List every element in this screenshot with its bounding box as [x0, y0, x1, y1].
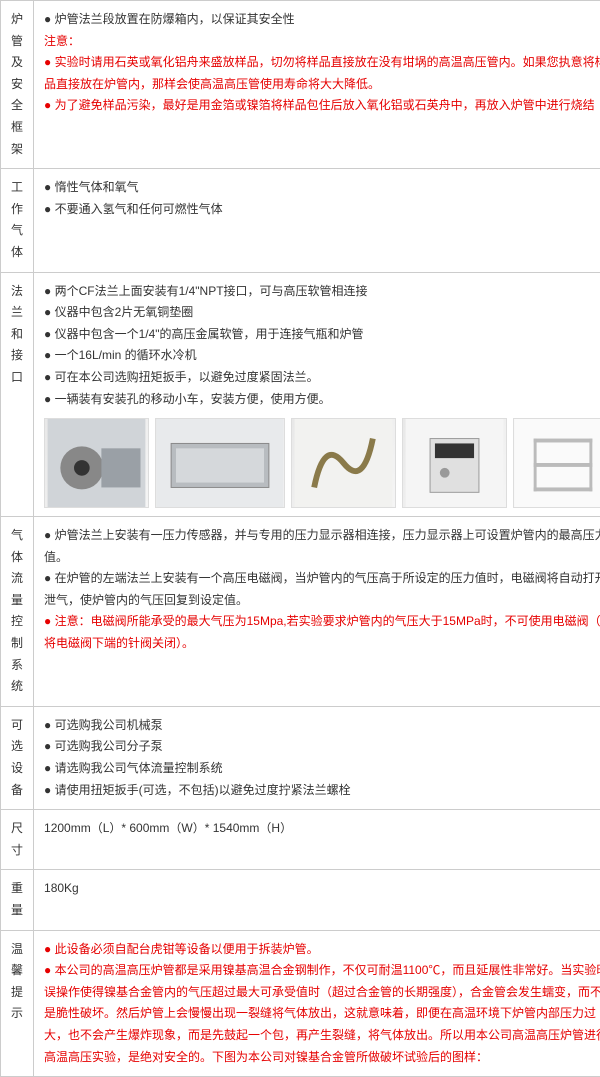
product-image-cart [513, 418, 600, 508]
image-row [44, 418, 600, 508]
row-label: 法兰和接口 [1, 272, 34, 517]
spec-table: 炉管及安全框架 ● 炉管法兰段放置在防爆箱内，以保证其安全性 注意： ● 实验时… [0, 0, 600, 1077]
row-content: ● 可选购我公司机械泵 ● 可选购我公司分子泵 ● 请选购我公司气体流量控制系统… [34, 706, 600, 809]
row-label: 温馨提示 [1, 930, 34, 1077]
row-content: ● 炉管法兰上安装有一压力传感器，并与专用的压力显示器相连接，压力显示器上可设置… [34, 517, 600, 707]
row-label: 炉管及安全框架 [1, 1, 34, 169]
bullet-text-warning: ● 实验时请用石英或氧化铝舟来盛放样品，切勿将样品直接放在没有坩埚的高温高压管内… [44, 52, 600, 95]
bullet-text: ● 可选购我公司分子泵 [44, 736, 600, 758]
row-label: 可选设备 [1, 706, 34, 809]
bullet-text: ● 在炉管的左端法兰上安装有一个高压电磁阀，当炉管内的气压高于所设定的压力值时，… [44, 568, 600, 611]
bullet-text: ● 仪器中包含2片无氧铜垫圈 [44, 302, 600, 324]
bullet-text: ● 可在本公司选购扭矩扳手，以避免过度紧固法兰。 [44, 367, 600, 389]
bullet-text-warning: ● 注意：电磁阀所能承受的最大气压为15Mpa,若实验要求炉管内的气压大于15M… [44, 611, 600, 654]
product-image-flange [44, 418, 149, 508]
row-label: 工作气体 [1, 169, 34, 272]
row-content: ● 炉管法兰段放置在防爆箱内，以保证其安全性 注意： ● 实验时请用石英或氧化铝… [34, 1, 600, 169]
row-label: 气体流量控制系统 [1, 517, 34, 707]
row-content: ● 此设备必须自配台虎钳等设备以便用于拆装炉管。 ● 本公司的高温高压炉管都是采… [34, 930, 600, 1077]
weight-value: 180Kg [44, 881, 79, 895]
note-label: 注意： [44, 31, 600, 53]
bullet-text: ● 惰性气体和氧气 [44, 177, 600, 199]
bullet-text: ● 两个CF法兰上面安装有1/4"NPT接口，可与高压软管相连接 [44, 281, 600, 303]
bullet-text: ● 炉管法兰段放置在防爆箱内，以保证其安全性 [44, 9, 600, 31]
row-content: 1200mm（L）* 600mm（W）* 1540mm（H） [34, 810, 600, 870]
bullet-text-warning: ● 本公司的高温高压炉管都是采用镍基高温合金钢制作，不仅可耐温1100℃，而且延… [44, 960, 600, 1068]
bullet-text: ● 请选购我公司气体流量控制系统 [44, 758, 600, 780]
row-label: 重量 [1, 870, 34, 930]
row-content: ● 惰性气体和氧气 ● 不要通入氢气和任何可燃性气体 [34, 169, 600, 272]
row-content: ● 两个CF法兰上面安装有1/4"NPT接口，可与高压软管相连接 ● 仪器中包含… [34, 272, 600, 517]
bullet-text-warning: ● 此设备必须自配台虎钳等设备以便用于拆装炉管。 [44, 939, 600, 961]
row-content: 180Kg [34, 870, 600, 930]
bullet-text: ● 仪器中包含一个1/4"的高压金属软管，用于连接气瓶和炉管 [44, 324, 600, 346]
bullet-text: ● 可选购我公司机械泵 [44, 715, 600, 737]
bullet-text-warning: ● 为了避免样品污染，最好是用金箔或镍箔将样品包住后放入氧化铝或石英舟中，再放入… [44, 95, 600, 117]
row-label: 尺寸 [1, 810, 34, 870]
bullet-text: ● 请使用扭矩扳手(可选，不包括)以避免过度拧紧法兰螺栓 [44, 780, 600, 802]
dimension-value: 1200mm（L）* 600mm（W）* 1540mm（H） [44, 821, 292, 835]
product-image-hose [291, 418, 396, 508]
bullet-text: ● 炉管法兰上安装有一压力传感器，并与专用的压力显示器相连接，压力显示器上可设置… [44, 525, 600, 568]
product-image-chiller [402, 418, 507, 508]
bullet-text: ● 一辆装有安装孔的移动小车，安装方便，使用方便。 [44, 389, 600, 411]
bullet-text: ● 不要通入氢气和任何可燃性气体 [44, 199, 600, 221]
product-image-chamber [155, 418, 285, 508]
bullet-text: ● 一个16L/min 的循环水冷机 [44, 345, 600, 367]
